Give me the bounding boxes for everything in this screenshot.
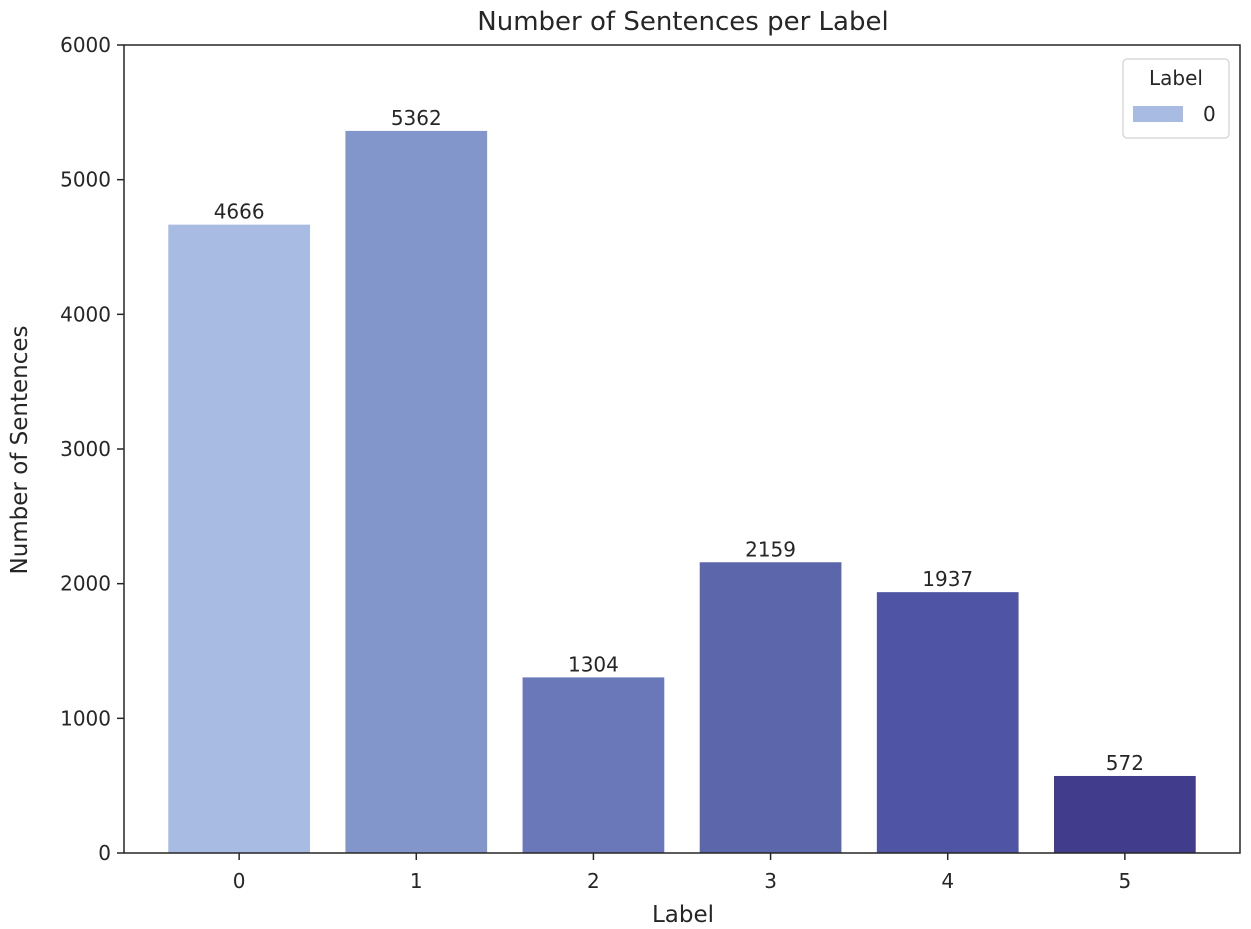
legend-title: Label bbox=[1149, 66, 1203, 90]
y-tick-label: 0 bbox=[98, 841, 111, 865]
data-label-2: 1304 bbox=[568, 652, 619, 676]
x-axis: 0 1 2 3 4 5 bbox=[233, 853, 1131, 893]
x-tick-label: 1 bbox=[410, 869, 423, 893]
bar-0 bbox=[168, 224, 310, 854]
x-tick-label: 4 bbox=[941, 869, 954, 893]
data-label-0: 4666 bbox=[214, 200, 265, 224]
x-axis-title: Label bbox=[652, 902, 714, 928]
y-tick-label: 5000 bbox=[60, 168, 111, 192]
x-tick-label: 3 bbox=[764, 869, 777, 893]
bar-3 bbox=[699, 562, 842, 853]
bars-group: 4666 5362 1304 2159 1937 572 bbox=[168, 106, 1196, 854]
chart-title: Number of Sentences per Label bbox=[477, 7, 888, 37]
legend: Label 0 bbox=[1122, 58, 1230, 139]
y-tick-label: 3000 bbox=[60, 437, 111, 461]
x-tick-label: 2 bbox=[587, 869, 600, 893]
data-label-1: 5362 bbox=[391, 106, 442, 130]
x-tick-label: 5 bbox=[1118, 869, 1131, 893]
legend-swatch bbox=[1133, 106, 1183, 122]
y-tick-label: 4000 bbox=[60, 302, 111, 326]
data-label-5: 572 bbox=[1106, 751, 1144, 775]
legend-entry-label: 0 bbox=[1203, 102, 1216, 126]
plot-frame bbox=[123, 44, 1241, 854]
y-tick-label: 2000 bbox=[60, 572, 111, 596]
y-axis: 0 1000 2000 3000 4000 5000 6000 bbox=[60, 33, 124, 865]
y-axis-title: Number of Sentences bbox=[7, 325, 33, 574]
x-tick-label: 0 bbox=[233, 869, 246, 893]
bar-1 bbox=[345, 130, 488, 853]
data-label-3: 2159 bbox=[745, 537, 796, 561]
bar-4 bbox=[876, 592, 1019, 853]
data-label-4: 1937 bbox=[922, 567, 973, 591]
bar-5 bbox=[1054, 775, 1196, 853]
y-tick-label: 1000 bbox=[60, 706, 111, 730]
y-tick-label: 6000 bbox=[60, 33, 111, 57]
bar-2 bbox=[522, 677, 665, 853]
